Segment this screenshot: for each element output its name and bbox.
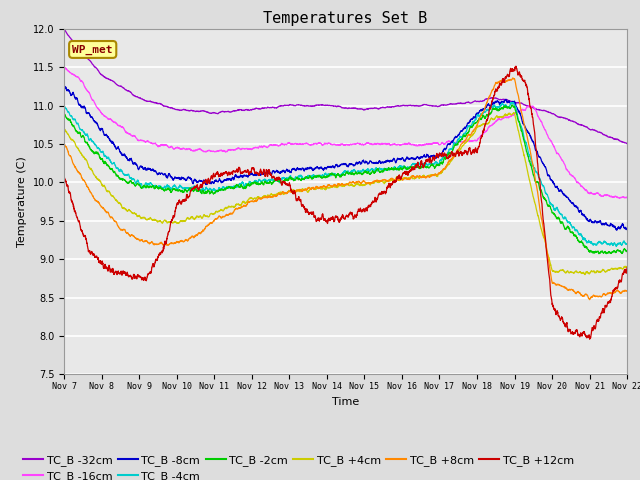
- Text: WP_met: WP_met: [72, 44, 113, 55]
- Title: Temperatures Set B: Temperatures Set B: [264, 11, 428, 26]
- Legend: TC_B -32cm, TC_B -16cm, TC_B -8cm, TC_B -4cm, TC_B -2cm, TC_B +4cm, TC_B +8cm, T: TC_B -32cm, TC_B -16cm, TC_B -8cm, TC_B …: [19, 450, 578, 480]
- X-axis label: Time: Time: [332, 396, 359, 407]
- Y-axis label: Temperature (C): Temperature (C): [17, 156, 28, 247]
